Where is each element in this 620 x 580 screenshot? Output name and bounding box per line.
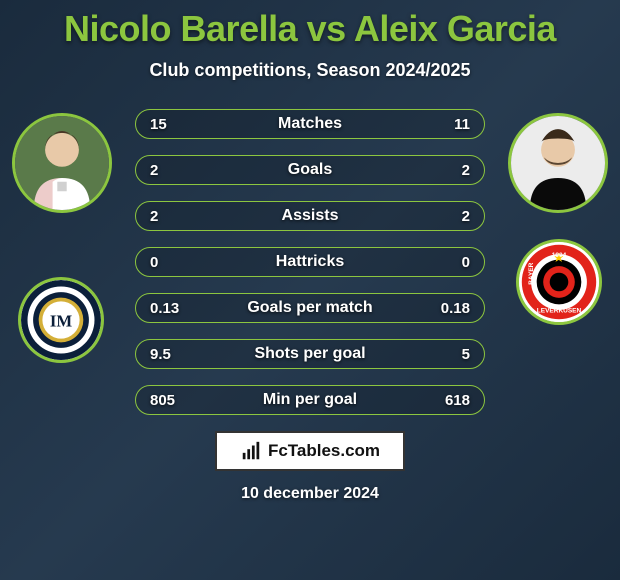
stat-row: 2 Assists 2 [135, 201, 485, 231]
stat-row: 0.13 Goals per match 0.18 [135, 293, 485, 323]
club-crest-icon: IM [21, 280, 101, 360]
brand-text: FcTables.com [268, 441, 380, 461]
player-right-avatar [508, 113, 608, 213]
stat-left-value: 805 [150, 392, 190, 409]
club-left-badge: IM [18, 277, 104, 363]
brand-box: FcTables.com [215, 431, 405, 471]
stat-right-value: 0 [430, 254, 470, 271]
stat-right-value: 2 [430, 208, 470, 225]
stat-left-value: 0.13 [150, 300, 190, 317]
stat-row: 805 Min per goal 618 [135, 385, 485, 415]
person-icon [15, 116, 109, 210]
svg-text:LEVERKUSEN: LEVERKUSEN [537, 308, 582, 315]
stat-left-value: 15 [150, 116, 190, 133]
stat-left-value: 2 [150, 208, 190, 225]
stat-row: 0 Hattricks 0 [135, 247, 485, 277]
stat-label: Goals [288, 161, 332, 179]
stat-label: Goals per match [247, 299, 372, 317]
stat-left-value: 2 [150, 162, 190, 179]
person-icon [511, 116, 605, 210]
stat-right-value: 618 [430, 392, 470, 409]
stat-right-value: 2 [430, 162, 470, 179]
stat-right-value: 11 [430, 116, 470, 133]
comparison-panel: IM 1904 LEVERKUSEN BAYER 15 Matches 11 2 Goa… [0, 109, 620, 415]
svg-text:1904: 1904 [552, 252, 567, 259]
date-text: 10 december 2024 [0, 485, 620, 503]
club-right-badge: 1904 LEVERKUSEN BAYER [516, 239, 602, 325]
page-title: Nicolo Barella vs Aleix Garcia [0, 0, 620, 50]
stat-right-value: 0.18 [430, 300, 470, 317]
stat-row: 2 Goals 2 [135, 155, 485, 185]
stat-left-value: 0 [150, 254, 190, 271]
club-crest-icon: 1904 LEVERKUSEN BAYER [519, 242, 599, 322]
stats-list: 15 Matches 11 2 Goals 2 2 Assists 2 0 Hattricks 0 0.… [135, 109, 485, 415]
stat-label: Min per goal [263, 391, 357, 409]
stat-label: Hattricks [276, 253, 344, 271]
stat-row: 15 Matches 11 [135, 109, 485, 139]
chart-icon [240, 440, 262, 462]
stat-label: Matches [278, 115, 342, 133]
stat-right-value: 5 [430, 346, 470, 363]
stat-row: 9.5 Shots per goal 5 [135, 339, 485, 369]
player-left-avatar [12, 113, 112, 213]
stat-left-value: 9.5 [150, 346, 190, 363]
subtitle: Club competitions, Season 2024/2025 [0, 60, 620, 81]
svg-text:IM: IM [50, 312, 73, 331]
stat-label: Shots per goal [254, 345, 365, 363]
svg-text:BAYER: BAYER [528, 262, 535, 284]
stat-label: Assists [282, 207, 339, 225]
